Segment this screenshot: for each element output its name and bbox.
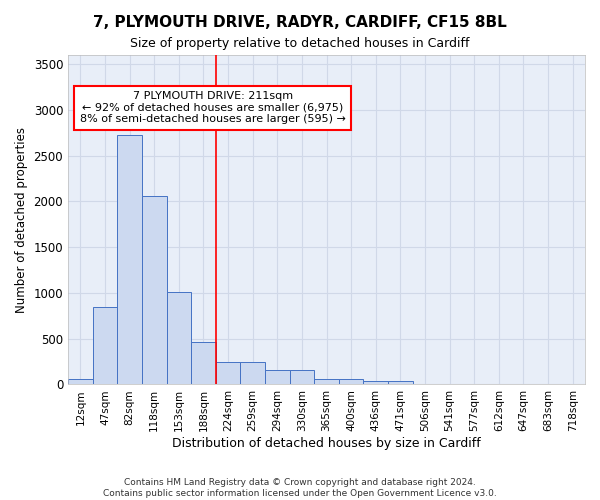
Bar (314, 378, 339, 384)
Bar (167, 292, 191, 384)
Text: Size of property relative to detached houses in Cardiff: Size of property relative to detached ho… (130, 38, 470, 51)
Bar (241, 362, 265, 384)
Bar (92, 306, 117, 384)
Bar (364, 381, 388, 384)
Bar (68, 378, 92, 384)
Bar (388, 381, 413, 384)
Bar (117, 134, 142, 384)
Bar (191, 342, 216, 384)
Bar (265, 370, 290, 384)
Text: 7, PLYMOUTH DRIVE, RADYR, CARDIFF, CF15 8BL: 7, PLYMOUTH DRIVE, RADYR, CARDIFF, CF15 … (93, 15, 507, 30)
Y-axis label: Number of detached properties: Number of detached properties (15, 126, 28, 312)
X-axis label: Distribution of detached houses by size in Cardiff: Distribution of detached houses by size … (172, 437, 481, 450)
Text: 7 PLYMOUTH DRIVE: 211sqm
← 92% of detached houses are smaller (6,975)
8% of semi: 7 PLYMOUTH DRIVE: 211sqm ← 92% of detach… (80, 91, 346, 124)
Bar (339, 378, 364, 384)
Bar (290, 370, 314, 384)
Bar (142, 196, 167, 384)
Bar (216, 362, 241, 384)
Text: Contains HM Land Registry data © Crown copyright and database right 2024.
Contai: Contains HM Land Registry data © Crown c… (103, 478, 497, 498)
